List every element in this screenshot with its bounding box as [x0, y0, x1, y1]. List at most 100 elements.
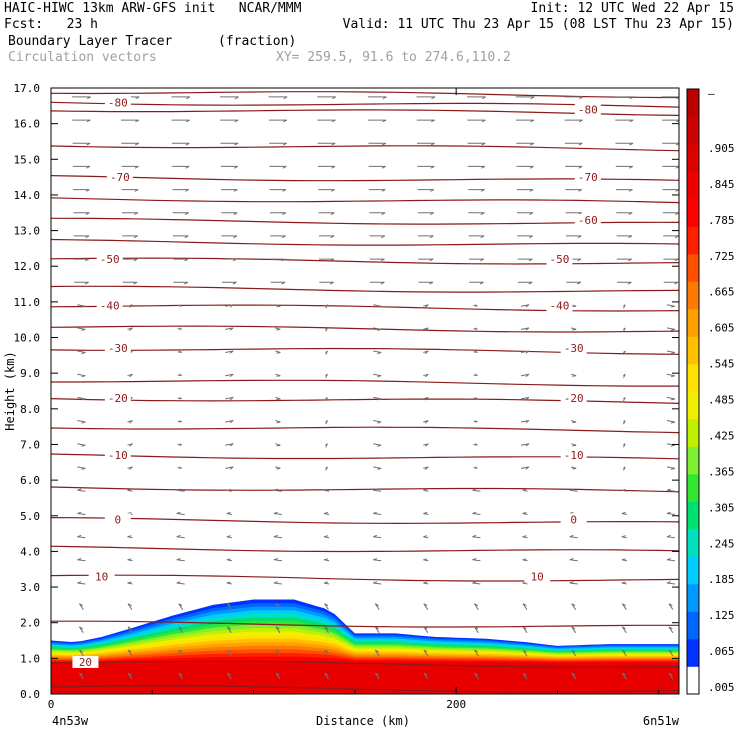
circulation-vector	[423, 581, 429, 585]
circulation-vector	[423, 350, 429, 355]
temperature-contour-line	[51, 217, 679, 225]
circulation-vector	[225, 420, 234, 424]
circulation-vector	[468, 235, 485, 239]
circulation-vector	[623, 350, 626, 355]
circulation-vector	[275, 373, 281, 377]
circulation-vector	[566, 281, 582, 285]
contour-label-bg	[104, 449, 131, 462]
circulation-vector	[269, 189, 287, 192]
circulation-vector	[373, 534, 382, 539]
circulation-vector	[571, 649, 577, 657]
circulation-vector	[621, 672, 627, 680]
contour-label-bg	[560, 392, 587, 405]
circulation-vector	[127, 304, 133, 308]
x-axis-right-location: 6n51w	[643, 714, 680, 728]
circulation-vector	[122, 212, 139, 215]
circulation-vector	[275, 327, 281, 331]
circulation-vector	[473, 466, 478, 469]
field-unit: (fraction)	[218, 34, 297, 49]
circulation-vector	[615, 119, 634, 123]
circulation-vector	[373, 443, 382, 447]
temperature-contour-line	[51, 109, 679, 116]
contour-label-bg	[574, 213, 601, 226]
colorbar-label: .125	[708, 609, 735, 622]
circulation-vector	[565, 189, 583, 192]
y-tick-label: 4.0	[20, 545, 40, 558]
circulation-vector	[268, 119, 288, 123]
x-tick-label: 0	[48, 698, 55, 711]
circulation-vector	[467, 96, 486, 100]
circulation-vector	[668, 626, 674, 634]
colorbar-swatch	[687, 144, 699, 172]
circulation-vector	[621, 649, 627, 657]
circulation-vector	[221, 258, 238, 262]
circulation-vector	[564, 119, 583, 123]
circulation-vector	[516, 165, 534, 169]
circulation-vector	[621, 488, 627, 492]
circulation-vector	[571, 466, 577, 470]
circulation-vector	[268, 96, 288, 100]
circulation-vector	[623, 466, 626, 471]
circulation-vector	[666, 488, 675, 492]
circulation-vector	[222, 281, 237, 285]
circulation-vector	[122, 258, 138, 262]
circulation-vector	[127, 488, 133, 492]
circulation-vector	[571, 420, 577, 424]
circulation-vector	[623, 420, 626, 425]
circulation-vector	[615, 142, 634, 146]
circulation-vector	[373, 511, 382, 515]
circulation-vector	[473, 672, 479, 680]
circulation-vector	[176, 511, 185, 515]
circulation-vector	[571, 626, 577, 634]
circulation-vector	[127, 466, 133, 470]
x-axis-title: Distance (km)	[316, 714, 410, 728]
contour-label: -70	[110, 171, 130, 184]
circulation-vector	[423, 626, 429, 634]
circulation-vector	[522, 558, 528, 562]
circulation-vector	[121, 165, 139, 169]
circulation-vector	[177, 304, 182, 307]
circulation-vector	[225, 304, 234, 308]
contour-label: -20	[108, 392, 128, 405]
circulation-vector	[472, 558, 481, 562]
circulation-vector	[623, 304, 626, 309]
colorbar-label: .185	[708, 573, 735, 586]
circulation-vector	[472, 488, 481, 492]
y-tick-label: 15.0	[14, 153, 41, 166]
circulation-vector	[522, 626, 528, 634]
circulation-vector	[569, 558, 578, 562]
circulation-vector	[615, 96, 634, 100]
circulation-vector	[226, 581, 232, 585]
circulation-vector	[571, 373, 577, 377]
circulation-vector	[666, 373, 676, 378]
circulation-vector	[423, 672, 429, 680]
temperature-contour-line	[51, 175, 679, 182]
circulation-vector	[662, 165, 679, 169]
circulation-vector	[317, 96, 337, 100]
circulation-vector	[77, 373, 86, 378]
colorbar-label: .305	[708, 501, 735, 514]
x-axis-left-location: 4n53w	[52, 714, 89, 728]
circulation-vector	[77, 488, 86, 492]
circulation-vector	[522, 603, 528, 610]
circulation-vector	[323, 581, 330, 585]
circulation-vector	[423, 443, 429, 447]
circulation-vector	[127, 581, 133, 585]
circulation-vector	[226, 558, 232, 562]
y-tick-label: 6.0	[20, 474, 40, 487]
circulation-vector	[127, 373, 133, 378]
circulation-vector	[522, 672, 528, 680]
circulation-vector	[77, 466, 86, 470]
circulation-vector	[522, 488, 528, 492]
colorbar-label: .065	[708, 645, 735, 658]
contour-label-bg	[106, 171, 133, 184]
contour-label-bg	[104, 513, 131, 526]
contour-label-bg	[546, 299, 573, 312]
colorbar-label: .605	[708, 322, 735, 335]
y-tick-label: 3.0	[20, 581, 40, 594]
colorbar-label: .905	[708, 142, 735, 155]
circulation-vector	[472, 534, 481, 539]
circulation-vector	[569, 581, 578, 585]
contour-label: 20	[79, 656, 92, 669]
circulation-vector	[273, 558, 282, 562]
